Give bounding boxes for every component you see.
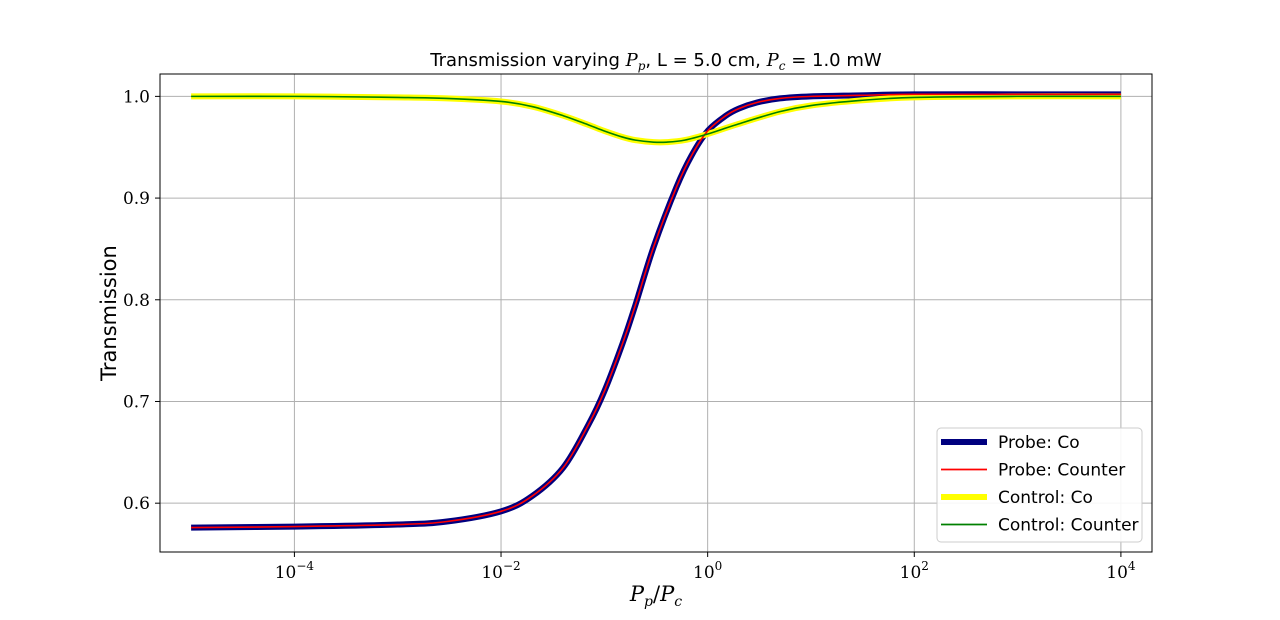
x-tick-label: 100 xyxy=(693,559,722,583)
title-pc-main: P xyxy=(766,50,780,71)
title-pp-main: P xyxy=(625,50,639,71)
x-tick-exponent: −2 xyxy=(503,559,521,573)
xlabel-num-main: P xyxy=(629,582,645,606)
legend-box xyxy=(936,427,1143,543)
x-tick-base: 10 xyxy=(481,563,503,583)
x-axis-label: Pp/Pc xyxy=(629,582,682,610)
legend-label: Control: Co xyxy=(998,488,1093,508)
legend: Probe: Co Probe: Counter Control: Co Contro… xyxy=(936,427,1143,543)
series-line-probe-counter xyxy=(191,93,1121,529)
x-tick-label: 10−2 xyxy=(481,559,520,583)
x-tick-exponent: 0 xyxy=(715,559,723,573)
y-tick-label: 0.6 xyxy=(123,494,150,514)
legend-label: Probe: Co xyxy=(998,433,1080,453)
y-tick-label: 0.7 xyxy=(123,392,150,412)
xlabel-den-main: P xyxy=(659,582,675,606)
x-tick-base: 10 xyxy=(1106,563,1128,583)
x-tick-exponent: −4 xyxy=(296,559,314,573)
y-tick-label: 0.8 xyxy=(123,291,150,311)
x-tick-base: 10 xyxy=(900,563,922,583)
legend-label: Control: Counter xyxy=(998,516,1139,536)
legend-label: Probe: Counter xyxy=(998,461,1125,481)
xlabel-num-sub: p xyxy=(644,594,653,610)
series-line-control-co xyxy=(191,93,1121,146)
x-tick-exponent: 2 xyxy=(921,559,929,573)
x-tick-label: 104 xyxy=(1106,559,1136,583)
series-lines xyxy=(191,91,1121,531)
title-pc-sub: c xyxy=(779,59,786,73)
xlabel-den-sub: c xyxy=(674,594,682,610)
chart-title: Transmission varying Pp, L = 5.0 cm, Pc … xyxy=(429,50,882,73)
title-middle: , L = 5.0 cm, xyxy=(645,50,766,71)
x-tick-base: 10 xyxy=(693,563,715,583)
series-line-control-counter xyxy=(191,95,1121,144)
y-axis-label: Transmission xyxy=(97,245,121,382)
title-pp-sub: p xyxy=(638,59,646,73)
xlabel-slash: / xyxy=(653,582,661,606)
plot-frame xyxy=(159,73,1153,553)
y-tick-label: 1.0 xyxy=(123,87,150,107)
x-tick-label: 102 xyxy=(900,559,929,583)
title-suffix: = 1.0 mW xyxy=(785,50,881,71)
x-tick-label: 10−4 xyxy=(275,559,315,583)
x-tick-base: 10 xyxy=(275,563,297,583)
y-tick-label: 0.9 xyxy=(123,189,150,209)
x-tick-exponent: 4 xyxy=(1128,559,1136,573)
title-prefix: Transmission varying xyxy=(429,50,625,71)
